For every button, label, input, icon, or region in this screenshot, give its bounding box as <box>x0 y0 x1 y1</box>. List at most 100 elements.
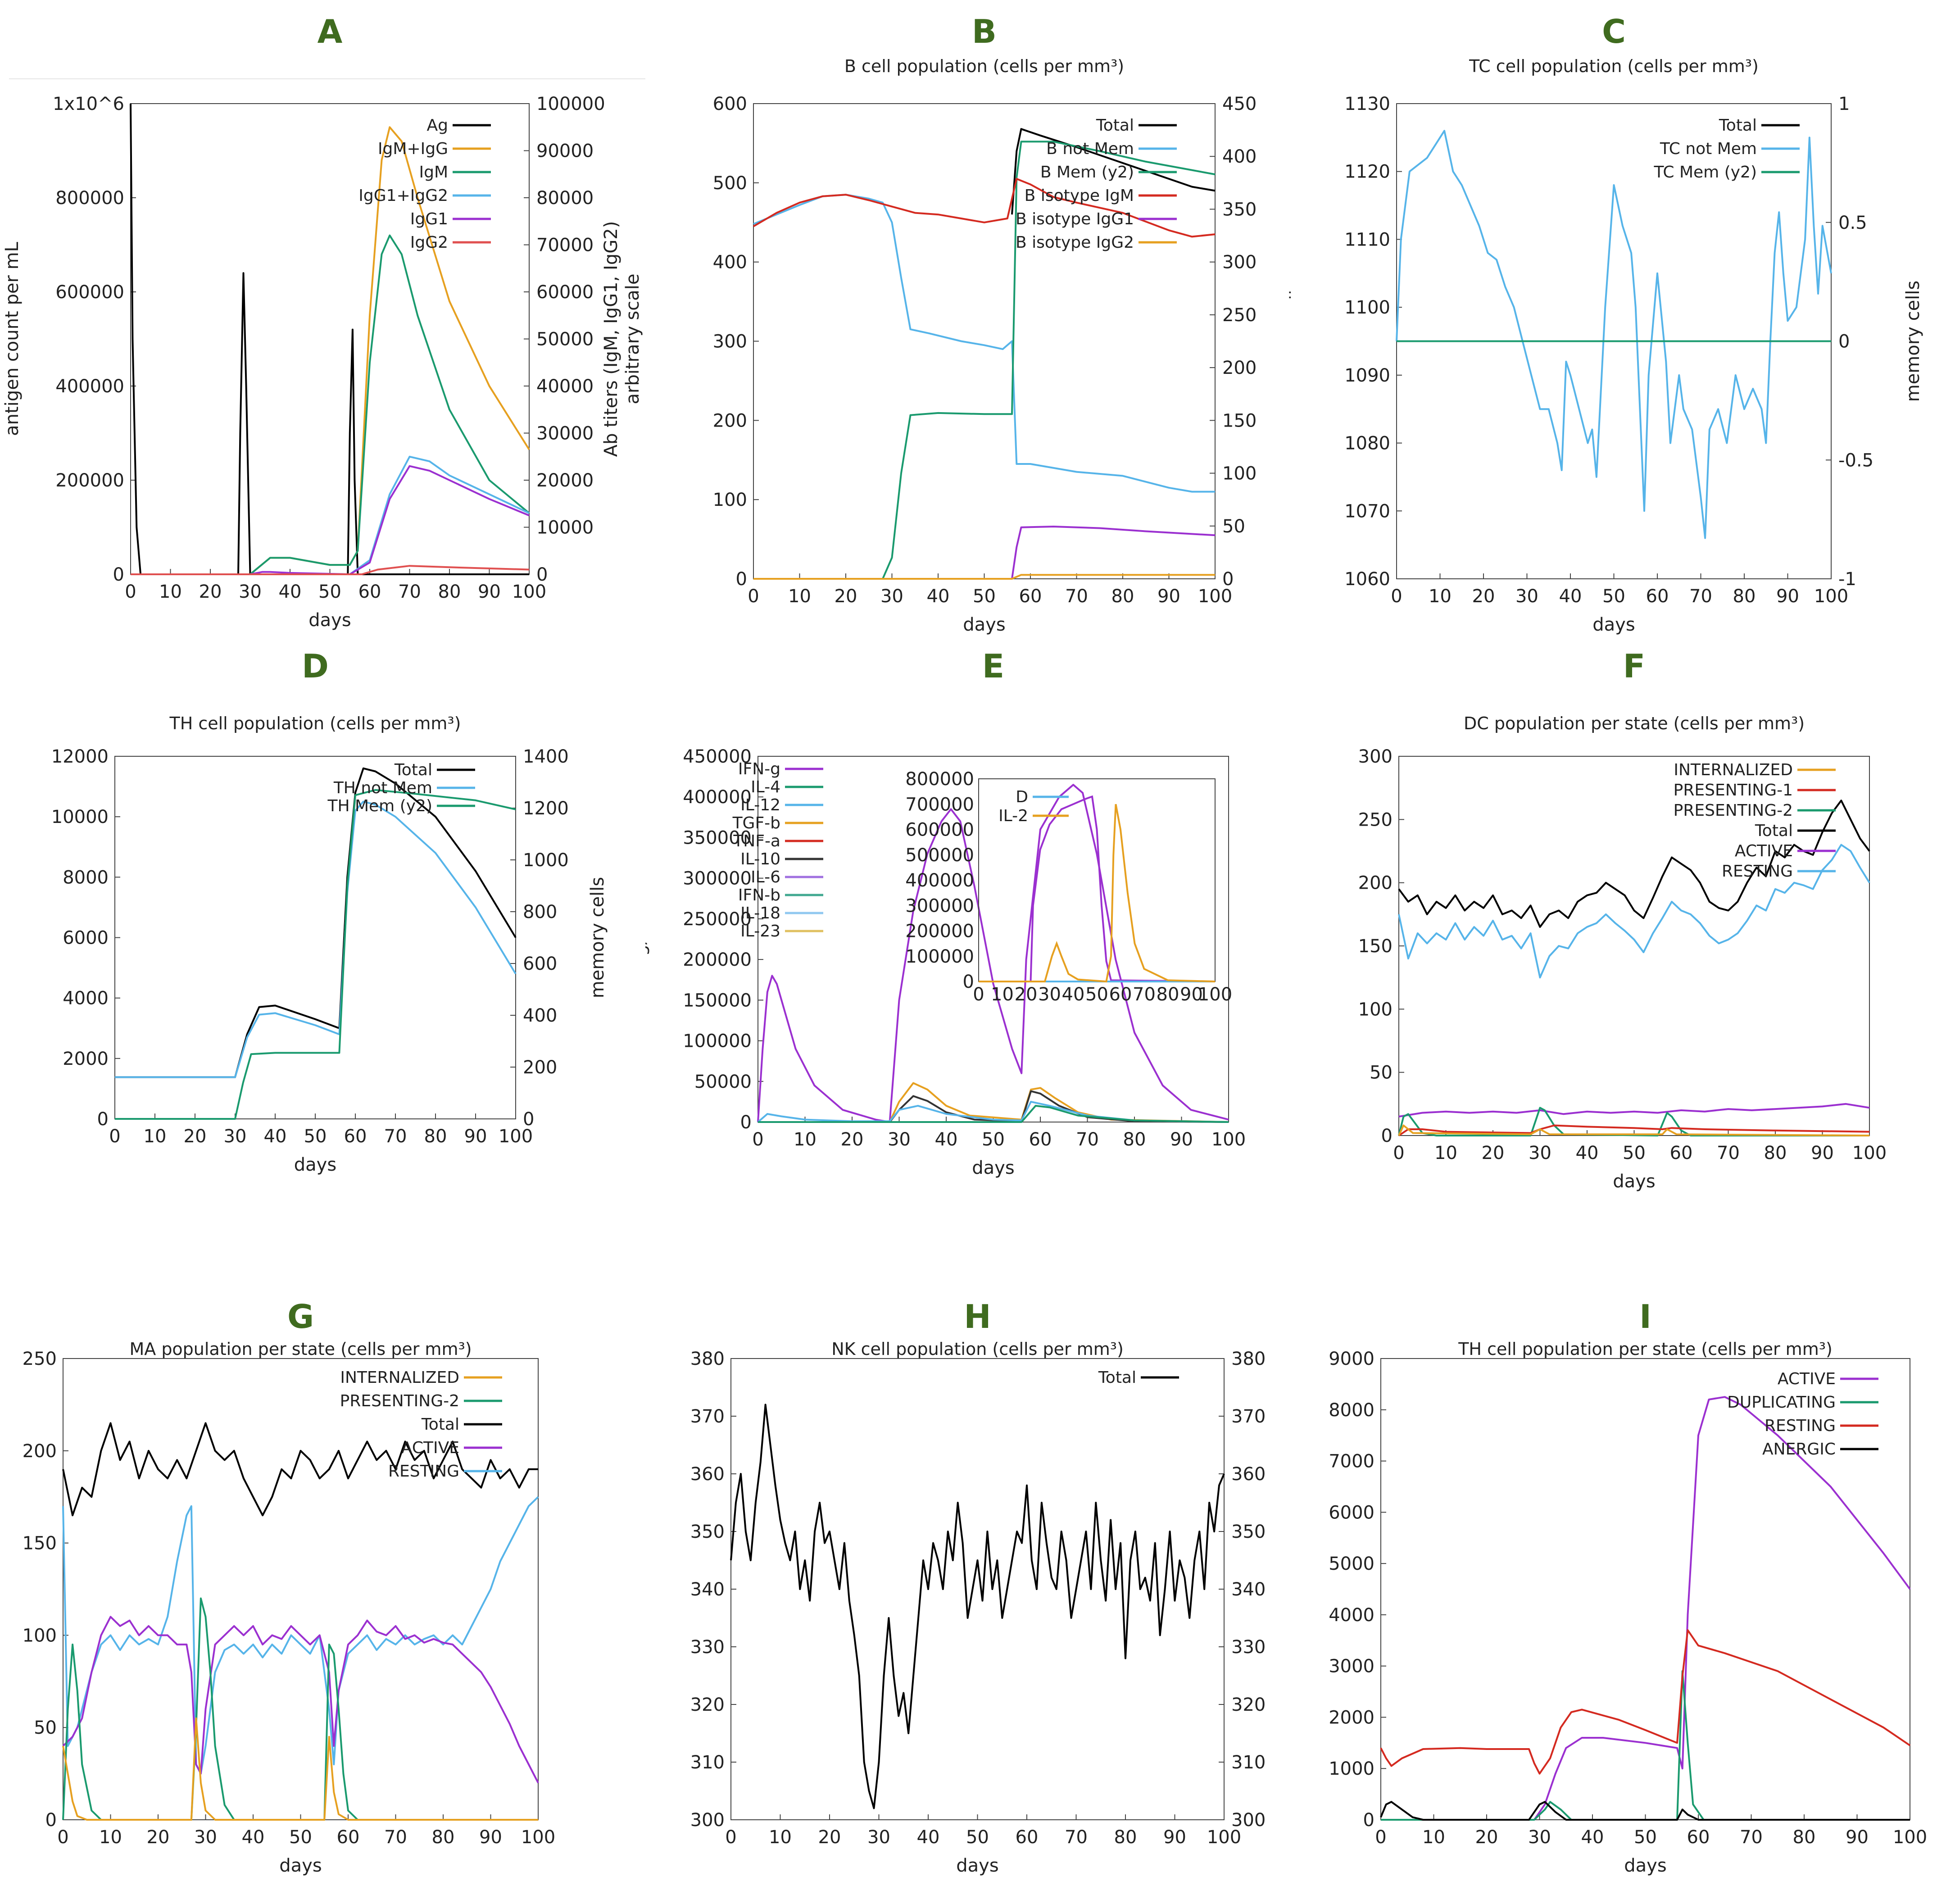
x-tick-label: 40 <box>264 1126 287 1147</box>
y-tick-label: 150 <box>1358 936 1393 957</box>
y2-tick-label: 0 <box>1222 569 1234 590</box>
inset-x-tick-label: 30 <box>1038 984 1061 1005</box>
series-active <box>1398 1103 1870 1118</box>
series-b-isotype-igg2 <box>753 574 1215 580</box>
x-tick-label: 90 <box>464 1126 487 1147</box>
y-tick-label: 350 <box>690 1522 725 1542</box>
x-tick-label: 10 <box>788 586 811 607</box>
y-axis-label: ng/mL <box>645 911 650 968</box>
y2-tick-label: 370 <box>1231 1406 1266 1427</box>
y2-tick-label: 400 <box>523 1005 557 1026</box>
y-tick-label: 4000 <box>1329 1605 1374 1626</box>
x-tick-label: 100 <box>512 582 546 602</box>
inset-y-tick-label: 500000 <box>905 845 974 866</box>
x-tick-label: 60 <box>1670 1143 1693 1163</box>
x-tick-label: 0 <box>109 1126 120 1147</box>
series-total <box>115 767 517 1078</box>
x-tick-label: 80 <box>1114 1827 1137 1848</box>
x-tick-label: 70 <box>1740 1827 1763 1848</box>
panel-title: MA population per state (cells per mm³) <box>129 1339 472 1359</box>
series-tgf-b <box>758 1082 1229 1123</box>
series-b-not-mem <box>753 194 1215 493</box>
y-tick-label: 380 <box>690 1349 725 1369</box>
x-tick-label: 30 <box>888 1129 911 1150</box>
x-tick-label: 90 <box>1157 586 1180 607</box>
x-tick-label: 10 <box>1434 1143 1457 1163</box>
x-tick-label: 0 <box>1393 1143 1404 1163</box>
legend-label: INTERNALIZED <box>1674 761 1793 779</box>
y2-tick-label: 0 <box>536 564 548 585</box>
y2-tick-label: 310 <box>1231 1752 1266 1773</box>
x-tick-label: 0 <box>125 582 136 602</box>
y-tick-label: 360 <box>690 1464 725 1485</box>
panel-letter: I <box>1639 1298 1651 1336</box>
y-tick-label: 200000 <box>55 470 124 491</box>
series-presenting-2 <box>1398 1107 1869 1136</box>
y2-axis-label: arbitrary scale <box>622 274 643 404</box>
y2-tick-label: 1 <box>1838 94 1850 114</box>
x-tick-label: 100 <box>1893 1827 1927 1848</box>
x-tick-label: 40 <box>935 1129 958 1150</box>
y-tick-label: 310 <box>690 1752 725 1773</box>
x-tick-label: 10 <box>99 1827 122 1848</box>
chart-svg-g: G MA population per state (cells per mm³)… <box>23 1298 556 1876</box>
panel-letter: G <box>287 1298 314 1336</box>
y2-tick-label: 600 <box>523 954 557 974</box>
x-tick-label: 50 <box>289 1827 312 1848</box>
plot-frame <box>1398 756 1870 1136</box>
legend-label: TGF-b <box>732 814 780 832</box>
series-ag <box>130 103 529 575</box>
chart-panel-a: A 0 10 20 30 40 50 60 70 80 90 100 0 200000 400000 6000… <box>0 0 645 635</box>
x-tick-label: 80 <box>1111 586 1134 607</box>
y2-tick-label: 30000 <box>536 423 594 444</box>
x-tick-label: 30 <box>1529 1143 1551 1163</box>
y2-tick-label: 70000 <box>536 235 594 256</box>
y2-tick-label: 380 <box>1231 1349 1266 1369</box>
series-tc-not-mem <box>1396 130 1832 539</box>
chart-svg-c: CTC cell population (cells per mm³)0 10 20… <box>1344 13 1923 635</box>
x-tick-label: 60 <box>1687 1827 1710 1848</box>
y2-axis-label: memory cells <box>587 877 608 999</box>
x-tick-label: 50 <box>1634 1827 1657 1848</box>
series-igg1 <box>131 465 530 575</box>
y2-axis-label: Ab titers (IgM, IgG1, IgG2) <box>601 221 621 457</box>
x-tick-label: 70 <box>384 1827 407 1848</box>
x-axis-label: days <box>972 1158 1014 1178</box>
series-total <box>730 1404 1225 1809</box>
legend-label: TC not Mem <box>1660 140 1757 158</box>
x-tick-label: 70 <box>1689 586 1712 607</box>
inset-x-tick-label: 40 <box>1062 984 1085 1005</box>
x-tick-label: 50 <box>318 582 341 602</box>
x-tick-label: 80 <box>438 582 461 602</box>
x-tick-label: 40 <box>1576 1143 1599 1163</box>
chart-svg-b: B B cell population (cells per mm³) 0 10 20 3… <box>713 13 1291 635</box>
y-tick-label: 1070 <box>1344 501 1390 522</box>
y-tick-label: 150000 <box>683 990 752 1011</box>
x-tick-label: 80 <box>1793 1827 1816 1848</box>
series-resting <box>62 1496 539 1775</box>
y-tick-label: 600000 <box>55 282 124 303</box>
x-tick-label: 100 <box>1198 586 1232 607</box>
x-tick-label: 50 <box>966 1827 989 1848</box>
y2-tick-label: 50 <box>1222 516 1245 537</box>
legend-label: ACTIVE <box>1778 1370 1836 1388</box>
legend-label: Total <box>1719 116 1757 135</box>
x-tick-label: 80 <box>1123 1129 1146 1150</box>
y2-tick-label: 40000 <box>536 376 594 397</box>
y-tick-label: 370 <box>690 1406 725 1427</box>
x-tick-label: 20 <box>1482 1143 1505 1163</box>
legend-label: B isotype IgG2 <box>1016 233 1134 252</box>
inset-x-tick-label: 10 <box>991 984 1014 1005</box>
series-internalized <box>62 1717 538 1821</box>
inset-y-tick-label: 600000 <box>905 820 974 841</box>
y-tick-label: 200 <box>713 410 747 431</box>
legend-label: IgM <box>419 163 448 182</box>
y2-tick-label: 360 <box>1231 1464 1266 1485</box>
y-tick-label: 8000 <box>63 867 109 888</box>
series-il-12 <box>757 1100 1229 1123</box>
legend-label: PRESENTING-2 <box>1674 801 1793 820</box>
x-tick-label: 90 <box>1846 1827 1869 1848</box>
x-tick-label: 40 <box>242 1827 265 1848</box>
y-tick-label: 100000 <box>683 1031 752 1052</box>
x-tick-label: 100 <box>1211 1129 1246 1150</box>
